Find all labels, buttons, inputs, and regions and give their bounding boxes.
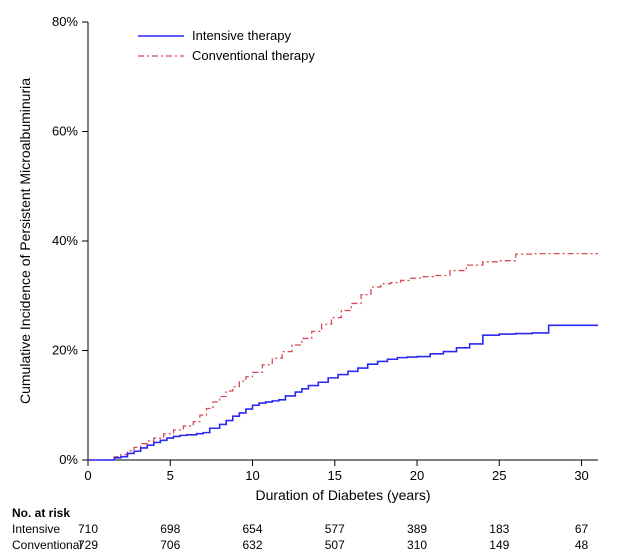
risk-cell: 310 <box>407 538 427 552</box>
y-tick-label: 80% <box>52 14 78 29</box>
x-tick-label: 25 <box>492 468 506 483</box>
x-axis-label: Duration of Diabetes (years) <box>255 487 430 503</box>
km-chart: 0% 20% 40% 60% 80% 0 5 10 15 20 25 30 Duration of Di… <box>0 0 624 557</box>
risk-row-label: Conventional <box>12 538 82 552</box>
risk-cell: 654 <box>243 522 263 536</box>
risk-cell: 698 <box>160 522 180 536</box>
y-axis-label: Cumulative Incidence of Persistent Micro… <box>17 78 33 404</box>
x-tick-label: 15 <box>328 468 342 483</box>
risk-cell: 710 <box>78 522 98 536</box>
legend-label: Conventional therapy <box>192 48 315 63</box>
y-tick-label: 0% <box>59 452 78 467</box>
risk-cell: 632 <box>243 538 263 552</box>
risk-cell: 507 <box>325 538 345 552</box>
x-tick-label: 10 <box>245 468 259 483</box>
x-tick-label: 0 <box>84 468 91 483</box>
x-tick-label: 30 <box>574 468 588 483</box>
risk-cell: 729 <box>78 538 98 552</box>
risk-cell: 67 <box>575 522 588 536</box>
y-tick-label: 40% <box>52 233 78 248</box>
risk-cell: 389 <box>407 522 427 536</box>
x-tick-label: 20 <box>410 468 424 483</box>
risk-cell: 48 <box>575 538 588 552</box>
legend-label: Intensive therapy <box>192 28 292 43</box>
risk-row-label: Intensive <box>12 522 60 536</box>
x-tick-label: 5 <box>167 468 174 483</box>
y-tick-label: 60% <box>52 124 78 139</box>
risk-cell: 706 <box>160 538 180 552</box>
risk-table-title: No. at risk <box>12 506 70 520</box>
risk-cell: 183 <box>489 522 509 536</box>
y-tick-label: 20% <box>52 343 78 358</box>
risk-cell: 149 <box>489 538 509 552</box>
risk-cell: 577 <box>325 522 345 536</box>
